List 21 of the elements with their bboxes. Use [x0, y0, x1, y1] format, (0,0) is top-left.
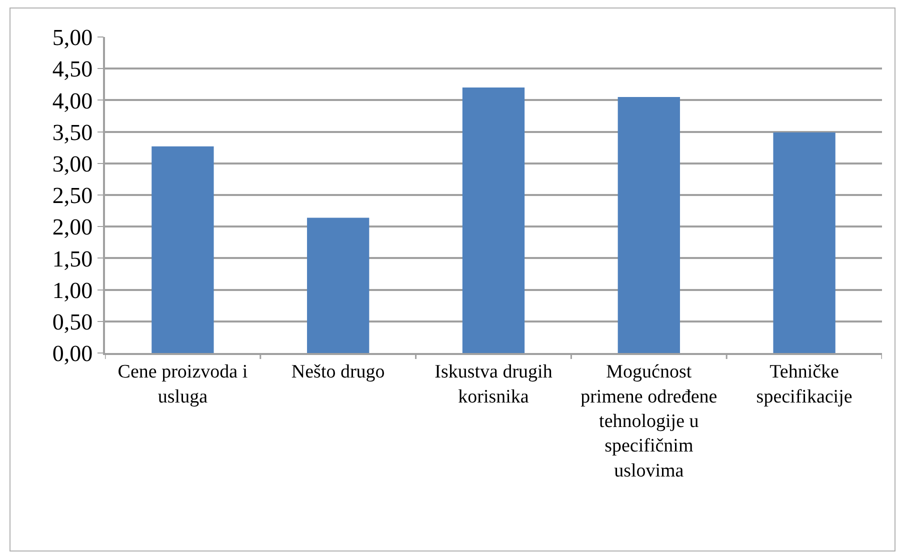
bar: [773, 132, 836, 353]
x-tick-label: Iskustva drugih korisnika: [434, 362, 553, 408]
x-tick-label: Nešto drugo: [291, 362, 385, 383]
y-tick-label: 3,50: [52, 120, 93, 145]
y-tick-label: 4,50: [52, 56, 93, 82]
y-tick-label: 1,00: [52, 278, 93, 303]
y-tick-label: 5,00: [52, 25, 93, 50]
bar: [307, 218, 370, 353]
y-tick-label: 4,00: [52, 88, 93, 114]
x-tick-label: Cene proizvoda i usluga: [118, 362, 248, 408]
y-tick-label: 0,50: [52, 309, 93, 334]
x-tick-label: Mogućnost primene određene tehnologije u specifičnim uslovima: [580, 362, 718, 482]
y-tick-label: 2,50: [52, 183, 93, 208]
y-tick-label: 0,00: [52, 341, 93, 366]
bar: [618, 97, 680, 353]
y-tick-label: 3,00: [52, 151, 93, 176]
x-tick-label: Tehničke specifikacije: [756, 362, 852, 408]
bar: [462, 88, 525, 353]
bar: [152, 146, 214, 353]
y-tick-label: 1,50: [52, 246, 93, 272]
y-tick-label: 2,00: [52, 214, 93, 240]
